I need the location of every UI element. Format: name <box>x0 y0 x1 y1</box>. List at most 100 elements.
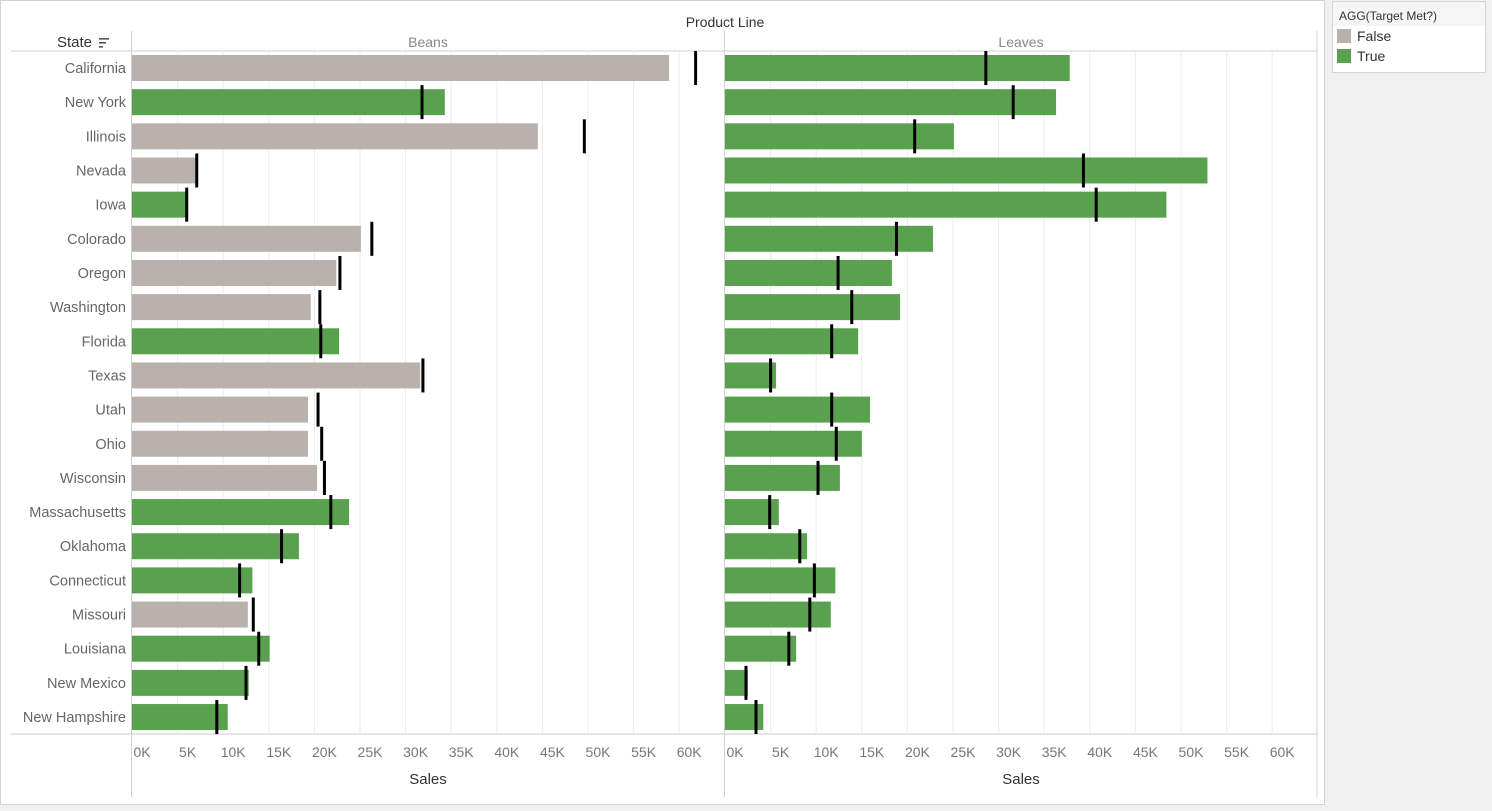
target-line <box>329 495 333 530</box>
x-tick-label: 10K <box>814 744 840 760</box>
x-tick-label: 45K <box>1133 744 1159 760</box>
sales-bar <box>725 294 901 321</box>
legend: AGG(Target Met?) False True <box>1332 1 1486 73</box>
row-label: Washington <box>50 300 126 316</box>
chart-title: Product Line <box>686 14 765 30</box>
x-axis-title: Sales <box>1002 771 1040 788</box>
target-line <box>830 324 834 359</box>
x-tick-label: 60K <box>677 744 703 760</box>
target-line <box>808 597 812 632</box>
x-tick-label: 20K <box>312 744 338 760</box>
x-tick-label: 30K <box>996 744 1022 760</box>
x-tick-label: 25K <box>951 744 977 760</box>
row-label: Louisiana <box>64 642 127 658</box>
sales-bar <box>132 259 337 286</box>
target-line <box>1081 153 1085 188</box>
x-tick-label: 5K <box>179 744 197 760</box>
x-tick-label: 5K <box>772 744 790 760</box>
row-label: Massachusetts <box>29 505 126 521</box>
sales-bar <box>725 55 1070 81</box>
legend-item-true[interactable]: True <box>1333 46 1485 66</box>
sales-bar <box>725 191 1167 218</box>
row-label: Ohio <box>95 437 126 453</box>
row-label: New Mexico <box>47 676 126 692</box>
sales-bar <box>132 499 350 526</box>
sales-bar <box>132 533 299 560</box>
sales-bar <box>725 328 859 355</box>
sales-bar <box>725 259 892 286</box>
legend-label-false: False <box>1357 28 1392 44</box>
sales-bar <box>132 704 228 731</box>
x-tick-label: 45K <box>540 744 566 760</box>
sales-bar <box>725 669 748 696</box>
sales-bar <box>725 430 862 457</box>
sales-bar <box>725 567 836 594</box>
target-line <box>316 392 320 427</box>
x-tick-label: 55K <box>1224 744 1250 760</box>
x-axis-title: Sales <box>409 771 447 788</box>
sales-bar <box>132 191 187 218</box>
sales-bar <box>132 362 421 389</box>
x-tick-label: 0K <box>726 744 744 760</box>
sales-bar <box>132 430 309 457</box>
target-line <box>816 460 820 495</box>
x-tick-label: 35K <box>449 744 475 760</box>
target-line <box>834 426 838 461</box>
x-tick-label: 15K <box>859 744 885 760</box>
sales-bar <box>132 567 253 594</box>
target-line <box>1011 85 1015 120</box>
sort-icon <box>99 46 103 48</box>
x-tick-label: 25K <box>358 744 384 760</box>
sales-bar <box>132 55 670 81</box>
row-label: Texas <box>88 368 126 384</box>
sales-bar <box>132 123 538 150</box>
row-label: Nevada <box>76 163 127 179</box>
target-line <box>319 324 323 359</box>
x-tick-label: 50K <box>1179 744 1205 760</box>
sales-bar <box>725 704 764 731</box>
target-line <box>894 221 898 256</box>
row-label: Missouri <box>72 608 126 624</box>
target-line <box>694 51 698 85</box>
row-label: Connecticut <box>49 573 126 589</box>
row-label: Utah <box>95 403 126 419</box>
sales-bar <box>725 601 831 628</box>
row-label: Illinois <box>86 129 126 145</box>
x-tick-label: 35K <box>1042 744 1068 760</box>
x-tick-label: 40K <box>1087 744 1113 760</box>
sort-icon <box>99 38 109 40</box>
target-line <box>1094 187 1098 222</box>
target-line <box>768 495 772 530</box>
x-tick-label: 50K <box>586 744 612 760</box>
sales-bar <box>132 601 248 628</box>
target-line <box>320 426 324 461</box>
sales-bar <box>132 328 340 355</box>
row-label: New York <box>65 95 127 111</box>
x-tick-label: 0K <box>133 744 151 760</box>
target-line <box>787 631 791 666</box>
sales-bar <box>132 89 445 116</box>
row-label: Oklahoma <box>60 539 127 555</box>
bullet-chart: Product Line State 0K 5K 10K 15K 20K 25K 30K 35K 4… <box>11 14 1318 797</box>
x-tick-label: 55K <box>631 744 657 760</box>
row-label: Colorado <box>67 232 126 248</box>
sales-bar <box>132 294 311 321</box>
sales-bar <box>725 362 777 389</box>
row-label: New Hampshire <box>23 710 126 726</box>
row-label: Florida <box>82 334 127 350</box>
target-line <box>744 665 748 700</box>
x-tick-label: 30K <box>403 744 429 760</box>
target-line <box>370 221 374 256</box>
target-line <box>244 665 248 700</box>
x-tick-label: 20K <box>905 744 931 760</box>
sales-bar <box>132 669 249 696</box>
row-label: Iowa <box>95 198 127 214</box>
x-tick-label: 10K <box>221 744 247 760</box>
target-line <box>318 290 322 325</box>
sales-bar <box>725 464 840 491</box>
sort-icon <box>99 42 106 44</box>
legend-swatch-true <box>1337 49 1351 63</box>
target-line <box>830 392 834 427</box>
legend-item-false[interactable]: False <box>1333 26 1485 46</box>
target-line <box>850 290 854 325</box>
